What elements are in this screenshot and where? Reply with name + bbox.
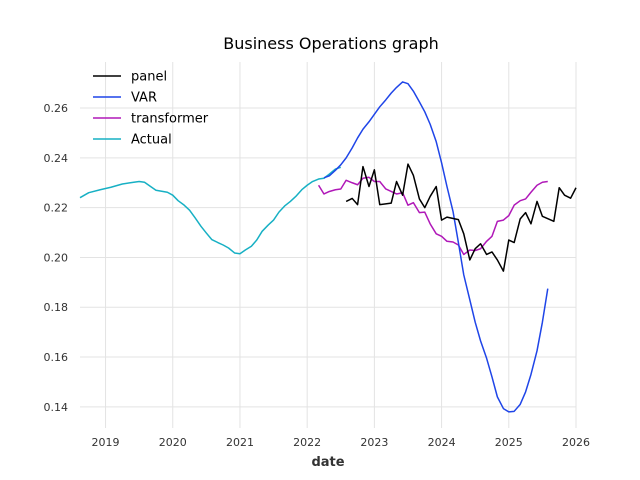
y-tick-label: 0.26 xyxy=(44,102,69,115)
y-gridlines xyxy=(80,107,576,408)
y-tick-label: 0.18 xyxy=(44,301,69,314)
series-lines xyxy=(79,81,577,413)
y-tick-label: 0.24 xyxy=(44,152,69,165)
legend: panel VAR transformer Actual xyxy=(93,70,209,148)
y-tick-label: 0.20 xyxy=(44,251,69,264)
y-tick-label: 0.16 xyxy=(44,351,69,364)
x-tick-labels: 2019 2020 2021 2022 2023 2024 2025 2026 xyxy=(92,436,590,449)
series-line-transformer xyxy=(317,176,548,256)
x-tick-label: 2020 xyxy=(159,436,187,449)
x-tick-label: 2025 xyxy=(495,436,523,449)
series-line-actual xyxy=(79,166,342,255)
y-tick-label: 0.14 xyxy=(44,401,69,414)
legend-label-transformer: transformer xyxy=(131,112,209,127)
x-tick-label: 2021 xyxy=(226,436,254,449)
y-tick-labels: 0.14 0.16 0.18 0.20 0.22 0.24 0.26 xyxy=(44,102,69,414)
x-tick-label: 2024 xyxy=(428,436,456,449)
x-tick-label: 2022 xyxy=(293,436,321,449)
y-tick-label: 0.22 xyxy=(44,202,69,215)
legend-label-actual: Actual xyxy=(131,133,172,148)
chart-title: Business Operations graph xyxy=(223,34,439,53)
x-tick-label: 2023 xyxy=(360,436,388,449)
legend-label-var: VAR xyxy=(131,91,157,106)
legend-label-panel: panel xyxy=(131,70,167,85)
x-gridlines xyxy=(105,62,577,428)
series-line-panel xyxy=(345,163,577,272)
x-tick-label: 2026 xyxy=(562,436,590,449)
series-line-var xyxy=(323,81,549,413)
x-axis-label: date xyxy=(311,455,344,470)
x-tick-label: 2019 xyxy=(92,436,120,449)
